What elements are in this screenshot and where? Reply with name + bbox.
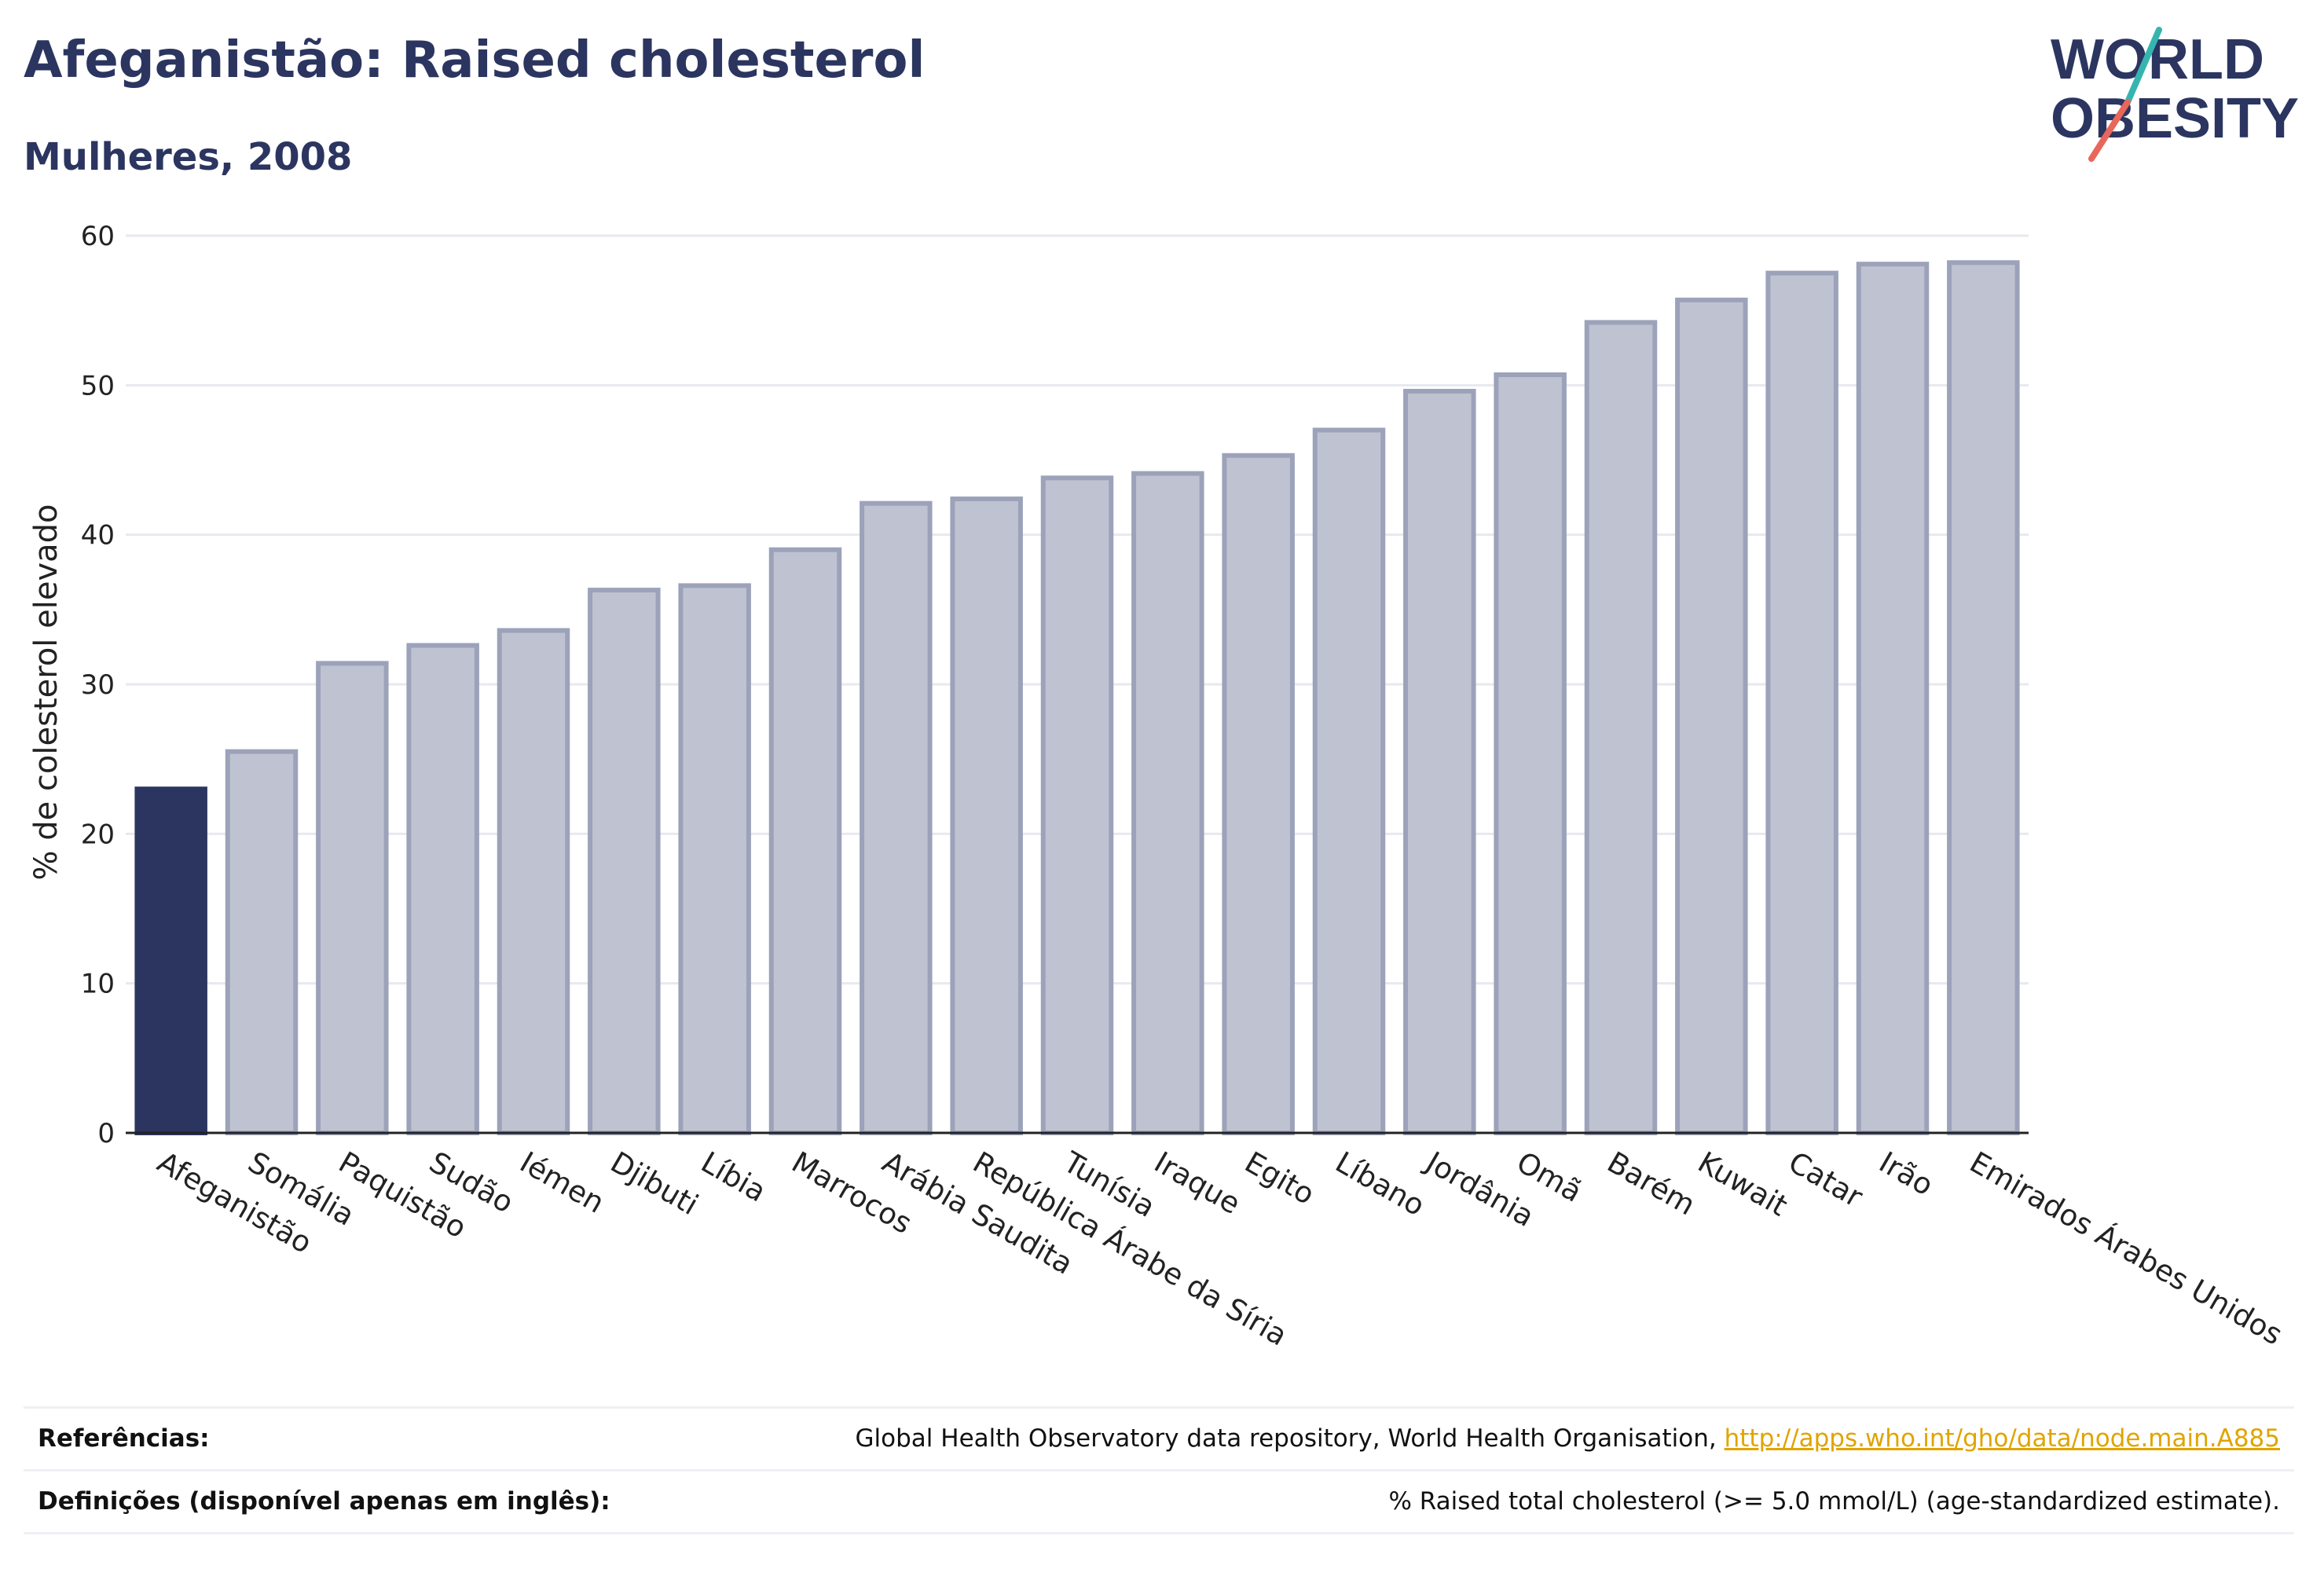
y-tick-label: 50 bbox=[81, 370, 115, 401]
category-labels: AfeganistãoSomáliaPaquistãoSudãoIémenDji… bbox=[152, 1145, 2289, 1353]
y-axis-title: % de colesterol elevado bbox=[28, 504, 64, 880]
bar-iraque bbox=[1131, 471, 1204, 1135]
bar-egito bbox=[1222, 453, 1295, 1135]
y-tick-label: 0 bbox=[97, 1118, 115, 1149]
x-tick-label: Iraque bbox=[1149, 1145, 1246, 1221]
bar-somália bbox=[225, 749, 299, 1136]
bar-emirados-árabes-unidos bbox=[1947, 260, 2020, 1135]
footer-divider bbox=[24, 1532, 2294, 1534]
x-tick-label: Catar bbox=[1783, 1145, 1869, 1215]
y-tick-label: 60 bbox=[81, 221, 115, 252]
bar-afeganistão bbox=[134, 786, 207, 1135]
bar-líbia bbox=[678, 583, 751, 1135]
y-tick-label: 40 bbox=[81, 520, 115, 552]
x-tick-label: Emirados Árabes Unidos bbox=[1964, 1145, 2289, 1352]
logo-slash-coral bbox=[2088, 99, 2131, 162]
axes: 0 10 20 30 40 50 60 bbox=[81, 221, 2029, 1149]
bar-sudão bbox=[406, 643, 479, 1135]
bar-omã bbox=[1494, 372, 1567, 1135]
chart-subtitle: Mulheres, 2008 bbox=[24, 135, 353, 179]
bar-marrocos bbox=[768, 547, 842, 1135]
bar-barém bbox=[1584, 320, 1658, 1136]
definitions-value: % Raised total cholesterol (>= 5.0 mmol/… bbox=[1388, 1487, 2280, 1516]
logo-slash-teal bbox=[2124, 27, 2162, 105]
footer: Referências: Global Health Observatory d… bbox=[24, 1406, 2294, 1540]
x-tick-label: Barém bbox=[1602, 1145, 1702, 1222]
world-obesity-logo: WORLD OBESITY bbox=[2051, 27, 2299, 162]
x-tick-label: Kuwait bbox=[1692, 1145, 1794, 1223]
bar-chart: 0 10 20 30 40 50 60 AfeganistãoSomáliaPaquistã… bbox=[28, 221, 2289, 1353]
references-text: Global Health Observatory data repositor… bbox=[855, 1424, 1725, 1453]
bar-jordânia bbox=[1403, 388, 1476, 1135]
references-value: Global Health Observatory data repositor… bbox=[856, 1424, 2280, 1453]
bar-djibuti bbox=[588, 588, 661, 1135]
x-tick-label: Irão bbox=[1874, 1145, 1939, 1203]
references-row: Referências: Global Health Observatory d… bbox=[24, 1406, 2294, 1470]
bar-irão bbox=[1856, 262, 1930, 1135]
references-link[interactable]: http://apps.who.int/gho/data/node.main.A… bbox=[1724, 1424, 2280, 1453]
y-tick-label: 10 bbox=[81, 969, 115, 1000]
y-tick-label: 30 bbox=[81, 669, 115, 701]
x-tick-label: Líbia bbox=[695, 1145, 772, 1209]
bar-catar bbox=[1765, 270, 1838, 1135]
definitions-label: Definições (disponível apenas em inglês)… bbox=[38, 1487, 610, 1516]
definitions-row: Definições (disponível apenas em inglês)… bbox=[24, 1469, 2294, 1533]
x-tick-label: Egito bbox=[1239, 1145, 1320, 1211]
bar-tunísia bbox=[1040, 475, 1114, 1135]
bar-república-árabe-da-síria bbox=[950, 496, 1023, 1135]
logo-line-obesity: OBESITY bbox=[2051, 87, 2299, 150]
bar-paquistão bbox=[316, 661, 389, 1135]
bars bbox=[134, 260, 2020, 1136]
y-tick-label: 20 bbox=[81, 819, 115, 850]
bar-líbano bbox=[1312, 427, 1386, 1135]
references-label: Referências: bbox=[38, 1424, 210, 1453]
x-tick-label: Líbano bbox=[1330, 1145, 1431, 1223]
bar-kuwait bbox=[1675, 297, 1748, 1135]
x-tick-label: Djibuti bbox=[605, 1145, 704, 1222]
bar-arábia-saudita bbox=[860, 500, 933, 1135]
chart-title: Afeganistão: Raised cholesterol bbox=[24, 31, 926, 90]
x-tick-label: Iémen bbox=[515, 1145, 610, 1220]
bar-iémen bbox=[497, 628, 570, 1135]
